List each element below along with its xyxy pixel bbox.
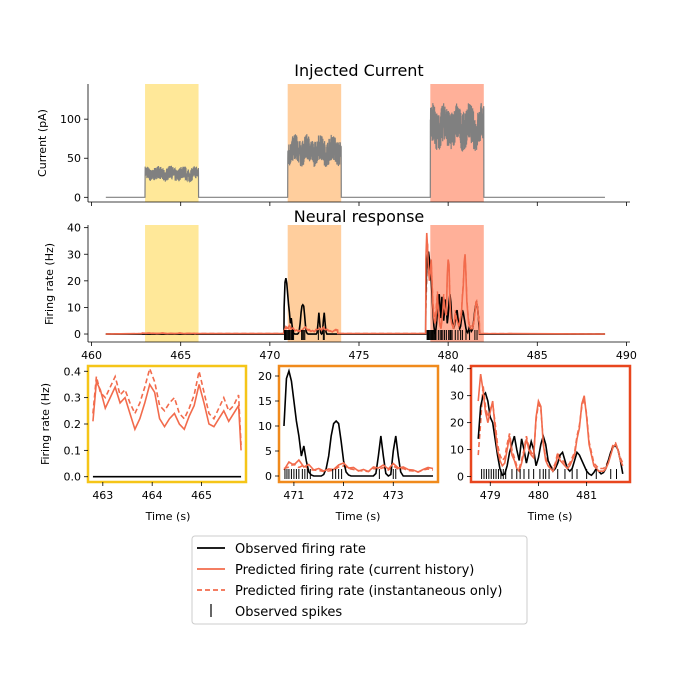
- inset3-xlabel: Time (s): [527, 510, 573, 523]
- response-ytick-label: 10: [67, 301, 81, 314]
- inset1-xtick-label: 463: [92, 489, 113, 502]
- response-xtick-label: 465: [170, 349, 191, 362]
- inset1-ytick-label: 0.4: [64, 365, 82, 378]
- inset3-ytick-label: 20: [450, 417, 464, 430]
- inset1-ylabel: Firing rate (Hz): [39, 383, 52, 465]
- inset3-ytick-label: 30: [450, 390, 464, 403]
- response-xtick-label: 485: [527, 349, 548, 362]
- inset2-observed: [283, 368, 434, 478]
- inset1-xtick-label: 464: [142, 489, 163, 502]
- inset2-ytick-label: 10: [258, 420, 272, 433]
- response-ytick-label: 30: [67, 248, 81, 261]
- response-epoch-2: [287, 225, 342, 342]
- current-epoch-1: [145, 84, 199, 202]
- inset1-ytick-label: 0.2: [64, 418, 82, 431]
- response-ytick-label: 0: [74, 328, 81, 341]
- response-ytick-label: 20: [67, 275, 81, 288]
- inset2-ytick-label: 20: [258, 370, 272, 383]
- current-trace: [105, 102, 605, 198]
- inset-epoch-1: Firing rate (Hz) Time (s) 0.0 0.1 0.2 0.3 0.…: [39, 364, 248, 523]
- inset3-xtick-label: 481: [576, 489, 597, 502]
- response-xtick-label: 480: [438, 349, 459, 362]
- inset1-xlabel: Time (s): [145, 510, 191, 523]
- response-epoch-3: [430, 225, 484, 342]
- inset3-border: [469, 364, 632, 484]
- response-xtick-label: 490: [616, 349, 637, 362]
- inset3-pred-instant: [477, 384, 624, 471]
- inset-plot-area: [477, 373, 624, 479]
- current-ytick-label: 100: [60, 113, 81, 126]
- current-title: Injected Current: [294, 61, 423, 80]
- inset3-ytick-label: 40: [450, 363, 464, 376]
- inset2-ytick-label: 5: [265, 445, 272, 458]
- response-pred-history: [105, 232, 606, 335]
- current-ytick-label: 50: [67, 152, 81, 165]
- response-epoch-1: [145, 225, 199, 342]
- inset2-ytick-label: 15: [258, 395, 272, 408]
- inset-epoch-2: Time (s) 0 5 10 15 20 471 472 473: [258, 364, 440, 523]
- inset1-ytick-label: 0.0: [64, 471, 82, 484]
- inset-plot-area: [283, 368, 434, 479]
- response-xtick-label: 475: [349, 349, 370, 362]
- current-ytick-label: 0: [74, 191, 81, 204]
- neural-response-panel: Neural response Firing rate (Hz) 0 10 20 30…: [43, 207, 637, 362]
- response-xtick-label: 460: [81, 349, 102, 362]
- current-ylabel: Current (pA): [36, 109, 49, 177]
- inset2-ytick-label: 0: [265, 470, 272, 483]
- response-ytick-label: 40: [67, 222, 81, 235]
- inset1-ytick-label: 0.3: [64, 392, 82, 405]
- inset3-xtick-label: 480: [528, 489, 549, 502]
- legend: Observed firing rate Predicted firing ra…: [191, 535, 528, 625]
- inset2-pred-history: [283, 458, 434, 473]
- legend-observed-label: Observed firing rate: [235, 542, 366, 557]
- response-title: Neural response: [294, 207, 425, 226]
- legend-frame: [191, 535, 528, 625]
- legend-instant-label: Predicted firing rate (instantaneous onl…: [235, 584, 502, 599]
- inset2-border: [277, 364, 440, 484]
- inset1-pred-instant: [92, 366, 242, 446]
- inset2-xlabel: Time (s): [335, 510, 381, 523]
- inset1-xtick-label: 465: [191, 489, 212, 502]
- response-xtick-label: 470: [259, 349, 280, 362]
- legend-spikes-label: Observed spikes: [235, 605, 342, 620]
- inset3-pred-history: [477, 373, 624, 473]
- inset-plot-area: [92, 366, 242, 478]
- injected-current-panel: Injected Current Current (pA) 0 50 100: [36, 61, 630, 206]
- inset3-observed: [477, 391, 624, 477]
- inset1-pred-history: [92, 378, 242, 451]
- inset1-ytick-label: 0.1: [64, 444, 82, 457]
- inset3-ytick-label: 10: [450, 444, 464, 457]
- legend-history-label: Predicted firing rate (current history): [235, 563, 474, 578]
- inset3-xtick-label: 479: [480, 489, 501, 502]
- inset2-xtick-label: 473: [383, 489, 404, 502]
- response-ylabel: Firing rate (Hz): [43, 243, 56, 325]
- inset2-xtick-label: 471: [283, 489, 304, 502]
- inset-epoch-3: Time (s) 0 10 20 30 40 479 480 481: [450, 363, 632, 523]
- inset3-ytick-label: 0: [457, 471, 464, 484]
- inset2-xtick-label: 472: [333, 489, 354, 502]
